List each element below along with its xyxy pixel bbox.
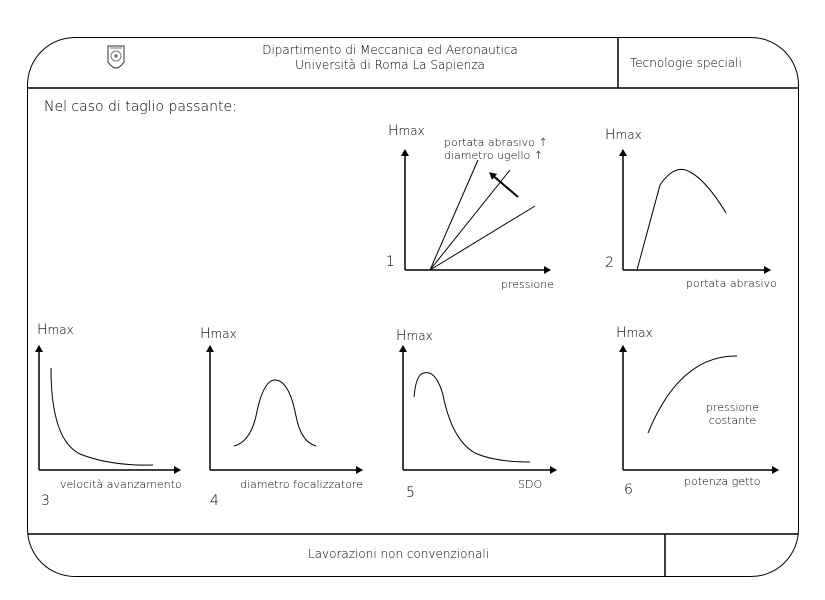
plot-1-curve-a — [429, 159, 479, 271]
university-seal-icon — [107, 45, 125, 69]
course-title: Tecnologie speciali — [630, 56, 742, 70]
plot-3-number: 3 — [41, 493, 50, 509]
department-line-1: Dipartimento di Meccanica ed Aeronautica — [262, 43, 518, 57]
plot-1 — [401, 149, 551, 274]
plot-1-trend-arrow — [489, 172, 519, 198]
department-title: Dipartimento di Meccanica ed Aeronautica… — [230, 43, 550, 73]
plot-6-annotation: pressione costante — [706, 401, 759, 427]
plot-4-number: 4 — [210, 493, 219, 509]
plot-6-y-label: Hmax — [616, 325, 653, 341]
plot-1-annotation: portata abrasivo ↑ diametro ugello ↑ — [444, 136, 548, 162]
plot-4-x-label: diametro focalizzatore — [240, 478, 363, 491]
plot-6-x-label: potenza getto — [684, 475, 761, 488]
plot-1-number: 1 — [386, 254, 395, 270]
plot-6-annotation-line-2: costante — [708, 414, 757, 427]
plot-4-y-label: Hmax — [200, 326, 237, 342]
plot-1-y-label: Hmax — [388, 123, 425, 139]
plot-3-y-label: Hmax — [37, 322, 74, 338]
plot-1-curve-c — [429, 205, 536, 271]
plot-2 — [619, 149, 771, 274]
plot-5 — [399, 345, 557, 474]
plot-5-curve — [413, 372, 531, 463]
plot-6-annotation-line-1: pressione — [706, 401, 760, 414]
plot-5-x-label: SDO — [518, 478, 543, 491]
plot-4-curve — [233, 379, 317, 447]
plot-1-annotation-line-1: portata abrasivo ↑ — [444, 136, 548, 149]
plot-3 — [35, 345, 181, 474]
plot-1-annotation-line-2: diametro ugello ↑ — [444, 149, 543, 162]
plot-6-curve — [647, 355, 738, 434]
footer-title: Lavorazioni non convenzionali — [308, 547, 490, 561]
plot-1-x-label: pressione — [501, 278, 555, 291]
plot-3-x-label: velocità avanzamento — [60, 478, 182, 491]
department-line-2: Università di Roma La Sapienza — [295, 58, 485, 72]
plot-4 — [206, 345, 363, 474]
plot-2-number: 2 — [605, 255, 614, 271]
plot-2-y-label: Hmax — [605, 127, 642, 143]
plot-2-curve — [636, 168, 727, 271]
plot-3-curve — [50, 367, 154, 466]
plot-2-x-label: portata abrasivo — [686, 277, 777, 290]
intro-text: Nel caso di taglio passante: — [44, 99, 237, 115]
slide-frame — [27, 37, 799, 577]
plot-6 — [619, 345, 779, 474]
plot-5-y-label: Hmax — [396, 328, 433, 344]
plot-1-curve-b — [429, 169, 511, 271]
plot-6-number: 6 — [624, 482, 633, 498]
plot-5-number: 5 — [406, 485, 415, 501]
